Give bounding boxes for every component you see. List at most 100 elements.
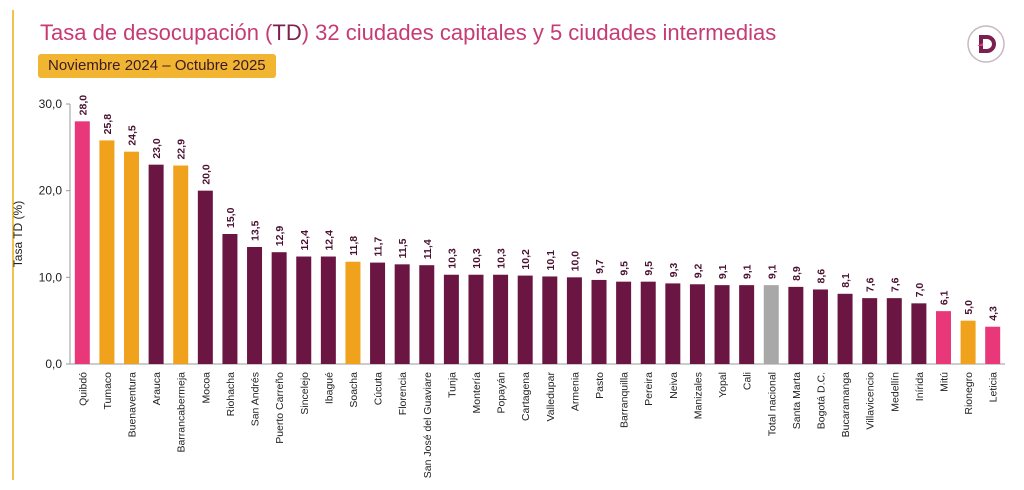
x-tick-label: Yopal [717, 372, 729, 398]
bar [222, 234, 238, 364]
data-label: 12,4 [299, 230, 311, 251]
x-tick-label: Total nacional [766, 372, 778, 436]
title-td: TD [272, 20, 302, 45]
left-accent-rule [12, 10, 14, 480]
bar [345, 261, 361, 364]
x-tick-label: Cali [742, 372, 754, 390]
x-tick-label: Neiva [668, 372, 680, 399]
data-label: 10,1 [545, 250, 557, 271]
x-tick-label: Quibdó [77, 372, 89, 406]
bar [960, 320, 976, 364]
data-label: 15,0 [225, 207, 237, 228]
data-label: 8,1 [840, 273, 852, 288]
bar [886, 298, 902, 364]
data-label: 9,5 [643, 261, 655, 276]
data-label: 9,2 [692, 264, 704, 279]
x-tick-label: Bogotá D.C. [815, 372, 827, 429]
x-tick-label: Bucaramanga [840, 372, 852, 438]
data-label: 11,5 [397, 238, 409, 258]
bar [493, 274, 509, 364]
x-tick-label: Mocoa [200, 372, 212, 404]
x-tick-labels-group: Quibdó Tumaco Buenaventura Arauca Barrancabe… [77, 372, 999, 479]
y-tick-label: 0,0 [45, 357, 62, 371]
bar [124, 151, 140, 364]
bar [812, 289, 828, 364]
bar [837, 293, 853, 364]
data-label: 8,6 [815, 269, 827, 284]
x-tick-label: Ibagué [323, 372, 335, 404]
bar [566, 277, 582, 364]
x-tick-label: San José del Guaviare [422, 372, 434, 478]
data-label: 9,1 [717, 264, 729, 279]
bar [542, 276, 558, 364]
x-tick-label: Barranquilla [619, 372, 631, 428]
data-label: 24,5 [127, 125, 139, 146]
bar [468, 274, 484, 364]
x-tick-label: Pereira [643, 372, 655, 406]
data-label: 7,6 [889, 277, 901, 292]
x-tick-label: Mitú [938, 372, 950, 392]
data-label: 28,0 [77, 95, 89, 116]
data-label: 9,7 [594, 259, 606, 274]
period-badge: Noviembre 2024 – Octubre 2025 [38, 54, 276, 78]
x-tick-label: Leticia [988, 372, 1000, 403]
bar [714, 285, 730, 364]
bar [640, 281, 656, 364]
data-label: 9,1 [766, 264, 778, 279]
x-tick-label: Pasto [594, 372, 606, 399]
x-tick-label: Puerto Carreño [274, 372, 286, 444]
x-tick-label: Popayán [496, 372, 508, 414]
x-tick-label: Medellín [889, 372, 901, 412]
data-labels-group: 28,0 25,8 24,5 23,0 22,9 20,0 15,0 13,5 12,9 12,4… [77, 95, 999, 321]
data-label: 11,7 [373, 237, 385, 257]
bar [173, 165, 189, 364]
data-label: 10,0 [569, 251, 581, 272]
data-label: 9,5 [619, 261, 631, 276]
x-tick-label: Cúcuta [373, 372, 385, 405]
x-tick-label: Florencia [397, 372, 409, 415]
x-tick-label: Manizales [692, 372, 704, 419]
x-tick-label: Tunja [446, 372, 458, 398]
bar [320, 256, 336, 364]
data-label: 10,3 [446, 248, 458, 269]
data-label: 13,5 [250, 220, 262, 241]
x-tick-label: Tumaco [102, 372, 114, 410]
data-label: 25,8 [102, 114, 114, 135]
x-tick-label: Sincelejo [299, 372, 311, 415]
bar [985, 326, 1001, 364]
y-tick-label: 20,0 [39, 184, 63, 198]
bar [394, 264, 410, 364]
y-tick-label: 10,0 [39, 270, 63, 284]
bar [419, 265, 435, 364]
data-label: 11,4 [422, 239, 434, 259]
bar [935, 311, 951, 364]
x-tick-label: Rionegro [963, 372, 975, 415]
data-label: 10,3 [496, 248, 508, 269]
x-tick-label: Arauca [151, 372, 163, 405]
bar [148, 164, 164, 364]
x-tick-label: Inírida [914, 372, 926, 401]
bar [296, 256, 312, 364]
x-tick-label: San Andrés [250, 372, 262, 426]
x-tick-label: Montería [471, 372, 483, 414]
title-main: Tasa de desocupación ( [40, 20, 273, 45]
data-label: 23,0 [151, 138, 163, 159]
data-label: 10,2 [520, 249, 532, 270]
data-label: 4,3 [988, 306, 1000, 321]
x-tick-label: Riohacha [225, 372, 237, 417]
bar [665, 283, 681, 364]
y-axis-title: Tasa TD (%) [11, 201, 25, 267]
data-label: 9,3 [668, 263, 680, 278]
x-tick-label: Santa Marta [791, 372, 803, 429]
data-label: 7,0 [914, 283, 926, 298]
bar [517, 275, 533, 364]
x-tick-label: Soacha [348, 372, 360, 408]
bar [271, 252, 287, 364]
bar [689, 284, 705, 364]
data-label: 20,0 [200, 164, 212, 185]
bar [247, 247, 263, 364]
bar [74, 121, 90, 364]
x-tick-label: Armenia [569, 372, 581, 411]
data-label: 7,6 [865, 277, 877, 292]
